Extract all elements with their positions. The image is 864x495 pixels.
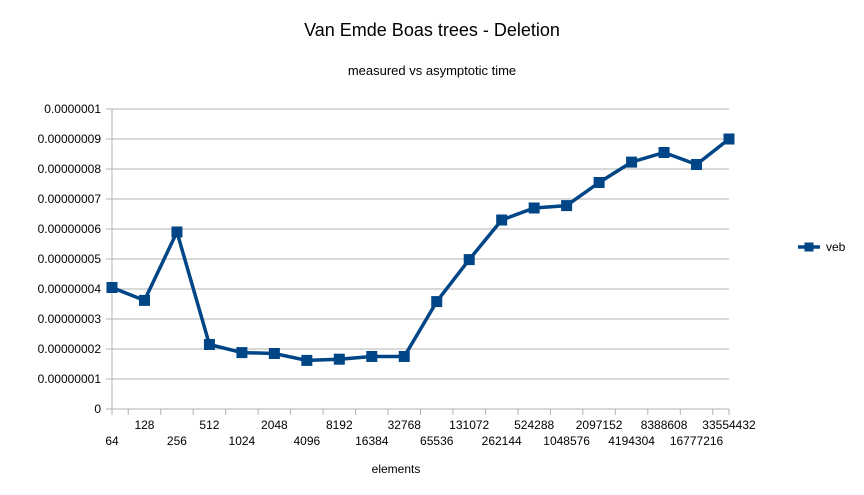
y-axis: 0 0.00000001 0.00000002 0.00000003 0.0000000… xyxy=(38,102,113,416)
x-tick-label: 512 xyxy=(199,418,219,432)
data-point xyxy=(236,347,248,359)
x-tick-label: 128 xyxy=(134,418,154,432)
x-tick-label: 2097152 xyxy=(576,418,623,432)
x-axis-label: elements xyxy=(372,462,421,476)
series-line-veb xyxy=(111,137,731,363)
series-layer xyxy=(106,133,735,366)
x-tick-label: 131072 xyxy=(449,418,489,432)
x-tick-label: 4194304 xyxy=(608,434,655,448)
y-tick-label: 0.00000007 xyxy=(38,192,102,206)
x-tick-label: 64 xyxy=(105,434,119,448)
data-point xyxy=(561,200,573,212)
data-point xyxy=(268,348,280,359)
y-tick-label: 0.00000009 xyxy=(38,132,102,146)
data-point xyxy=(463,254,475,266)
data-point xyxy=(496,214,508,226)
x-tick-label: 32768 xyxy=(388,418,422,432)
data-point xyxy=(366,351,378,362)
data-point xyxy=(723,133,735,145)
x-tick-label: 1024 xyxy=(229,434,256,448)
y-tick-label: 0.00000001 xyxy=(38,372,102,386)
x-tick-label: 4096 xyxy=(293,434,320,448)
x-tick-label: 16384 xyxy=(355,434,389,448)
x-tick-label: 262144 xyxy=(482,434,522,448)
y-tick-label: 0.0000001 xyxy=(44,102,101,116)
y-tick-label: 0.00000006 xyxy=(38,222,102,236)
data-point xyxy=(171,226,183,238)
legend-label: veb xyxy=(826,240,846,254)
x-tick-label: 8388608 xyxy=(641,418,688,432)
x-tick-label: 8192 xyxy=(326,418,353,432)
data-point xyxy=(333,353,345,365)
x-tick-label: 256 xyxy=(167,434,187,448)
legend: veb xyxy=(798,240,846,254)
x-tick-label: 16777216 xyxy=(670,434,724,448)
data-point xyxy=(106,282,118,293)
data-point xyxy=(398,351,410,362)
y-tick-label: 0 xyxy=(94,402,101,416)
data-point xyxy=(691,159,703,170)
data-point xyxy=(138,294,150,306)
y-tick-label: 0.00000008 xyxy=(38,162,102,176)
grid xyxy=(106,108,729,410)
y-tick-label: 0.00000002 xyxy=(38,342,102,356)
legend-marker xyxy=(804,242,814,252)
x-tick-label: 1048576 xyxy=(543,434,590,448)
data-point xyxy=(431,296,443,308)
data-point xyxy=(528,202,540,214)
x-tick-label: 65536 xyxy=(420,434,454,448)
y-tick-label: 0.00000004 xyxy=(38,282,102,296)
y-tick-label: 0.00000003 xyxy=(38,312,102,326)
data-point xyxy=(658,147,670,158)
data-point xyxy=(593,177,605,188)
x-tick-label: 2048 xyxy=(261,418,288,432)
y-tick-label: 0.00000005 xyxy=(38,252,102,266)
chart-title: Van Emde Boas trees - Deletion xyxy=(304,20,560,40)
chart-subtitle: measured vs asymptotic time xyxy=(348,63,516,78)
data-point xyxy=(626,156,638,168)
x-tick-label: 33554432 xyxy=(702,418,756,432)
data-point xyxy=(203,339,215,350)
x-tick-label: 524288 xyxy=(514,418,554,432)
data-point xyxy=(301,354,313,366)
